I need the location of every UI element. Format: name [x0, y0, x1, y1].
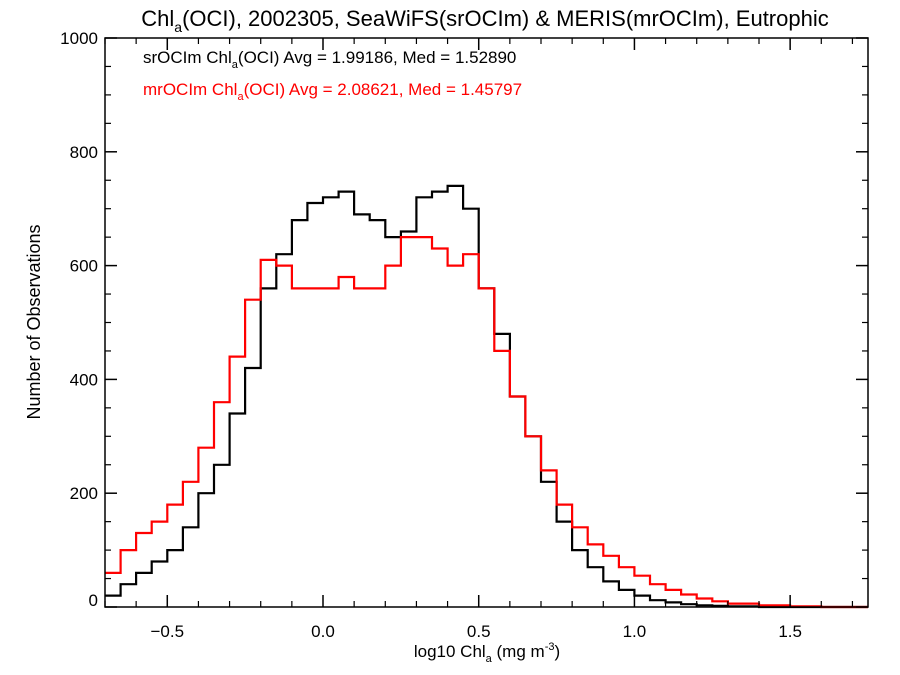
x-tick-label-m0p5: −0.5 — [151, 622, 185, 641]
x-tick-label-1p5: 1.5 — [778, 622, 802, 641]
plot-frame — [104, 37, 869, 608]
histogram-series-red — [105, 236, 868, 609]
histogram-series-black — [105, 184, 868, 609]
x-tick-label-0: 0.0 — [311, 622, 335, 641]
chart-title: Chla(OCI), 2002305, SeaWiFS(srOCIm) & ME… — [141, 6, 828, 35]
x-tick-label-1: 1.0 — [623, 622, 647, 641]
x-tick-label-0p5: 0.5 — [467, 622, 491, 641]
y-tick-label-800: 800 — [70, 143, 98, 162]
annotation-black: srOCIm Chla(OCI) Avg = 1.99186, Med = 1.… — [143, 48, 516, 71]
ticks-layer: −0.5 0.0 0.5 1.0 1.5 0 200 400 600 800 1000 — [60, 29, 868, 641]
annotation-red: mrOCIm Chla(OCI) Avg = 2.08621, Med = 1.… — [143, 80, 522, 103]
y-tick-label-400: 400 — [70, 370, 98, 389]
x-axis-label: log10 Chla (mg m-3) — [414, 641, 560, 665]
y-tick-label-1000: 1000 — [60, 29, 98, 48]
y-tick-label-0: 0 — [89, 591, 98, 610]
data-layer — [105, 184, 868, 609]
y-axis-label: Number of Observations — [24, 224, 44, 419]
y-tick-label-600: 600 — [70, 257, 98, 276]
y-tick-label-200: 200 — [70, 484, 98, 503]
